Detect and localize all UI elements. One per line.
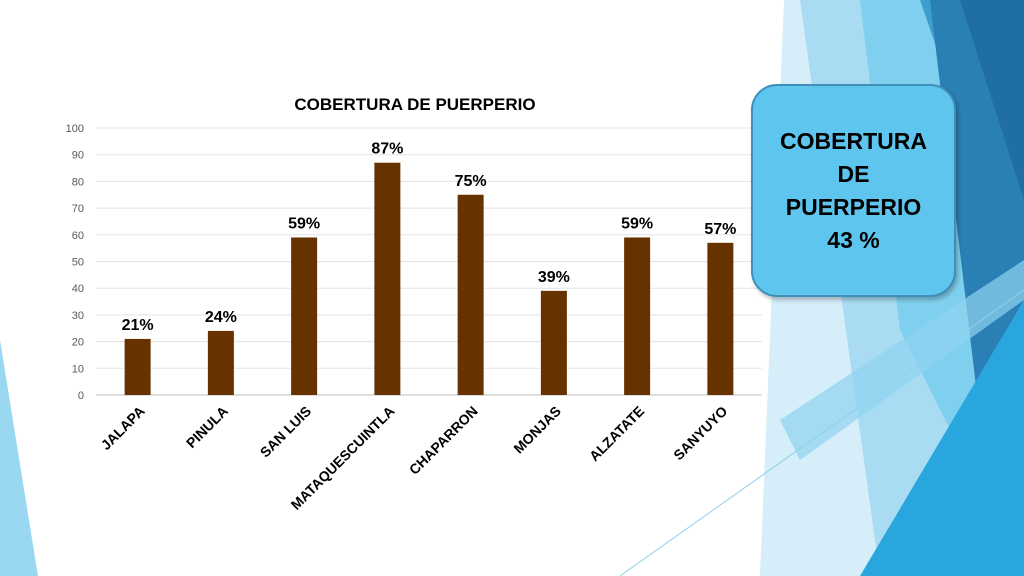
data-label: 75%	[455, 173, 487, 190]
category-label: JALAPA	[98, 403, 148, 453]
callout-line-3: PUERPERIO	[785, 193, 922, 220]
bars	[124, 162, 734, 395]
y-tick-label: 40	[72, 283, 84, 295]
y-tick-label: 60	[72, 230, 84, 242]
data-label: 21%	[122, 317, 154, 334]
bar-alzatate	[624, 237, 651, 395]
data-label: 57%	[704, 221, 736, 238]
bar-chaparron	[457, 194, 484, 395]
y-tick-label: 90	[72, 150, 84, 162]
chart-title: COBERTURA DE PUERPERIO	[294, 95, 535, 114]
data-label: 59%	[621, 215, 653, 232]
data-labels: 21% 24% 59% 87% 75% 39% 59% 57%	[122, 141, 737, 334]
data-label: 24%	[205, 309, 237, 326]
right-facet-darkest	[960, 0, 1024, 200]
y-tick-label: 30	[72, 310, 84, 322]
y-tick-label: 10	[72, 363, 84, 375]
y-axis-ticks: 0 10 20 30 40 50 60 70 80 90 100	[66, 123, 84, 402]
right-facet-stripe	[780, 260, 1024, 460]
bar-jalapa	[124, 338, 151, 395]
data-label: 59%	[288, 215, 320, 232]
y-tick-label: 70	[72, 203, 84, 215]
category-label: CHAPARRON	[406, 403, 481, 478]
callout-line-4: 43 %	[827, 226, 880, 253]
callout-line-2: DE	[837, 160, 870, 187]
category-label: SAN LUIS	[257, 403, 315, 461]
bar-monjas	[540, 290, 567, 395]
left-accent-shape	[0, 340, 38, 576]
y-tick-label: 0	[78, 390, 84, 402]
bar-sanyuyo	[707, 242, 734, 395]
y-tick-label: 20	[72, 337, 84, 349]
category-label: PINULA	[183, 403, 231, 451]
y-tick-label: 100	[66, 123, 84, 135]
category-label: ALZATATE	[586, 403, 647, 464]
data-label: 39%	[538, 269, 570, 286]
callout-line-1: COBERTURA	[780, 127, 927, 154]
right-thin-line	[619, 289, 1024, 576]
right-facet-bright	[860, 300, 1024, 576]
data-label: 87%	[371, 141, 403, 158]
gridlines	[96, 127, 762, 396]
y-tick-label: 80	[72, 176, 84, 188]
bar-mataquescuintla	[374, 162, 401, 395]
category-label: SANYUYO	[670, 403, 730, 463]
category-label: MONJAS	[510, 403, 564, 457]
bar-pinula	[207, 330, 234, 395]
bar-san-luis	[291, 237, 318, 395]
y-tick-label: 50	[72, 257, 84, 269]
coverage-summary-callout: COBERTURA DE PUERPERIO 43 %	[751, 84, 956, 297]
